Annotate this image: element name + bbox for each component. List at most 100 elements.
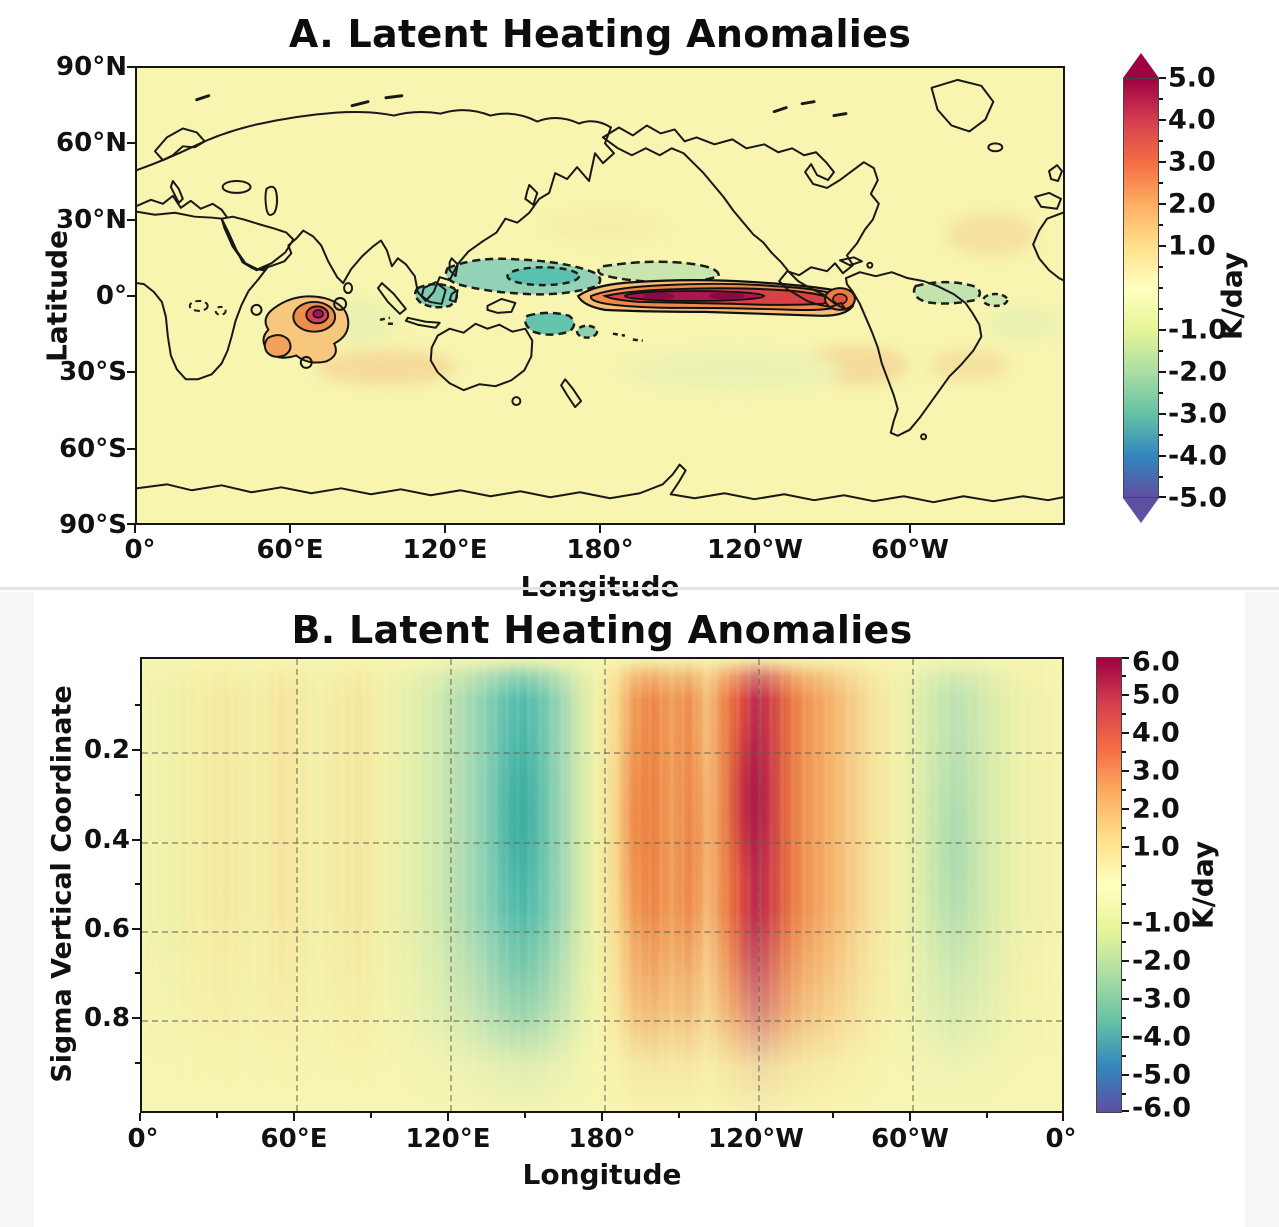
colorbar-a-up-arrow xyxy=(1123,53,1159,78)
tick-mark xyxy=(1122,1036,1129,1038)
tick-mark xyxy=(1159,308,1163,310)
tick-mark xyxy=(1159,161,1166,163)
tick-mark xyxy=(370,1113,372,1118)
colorbar-b-tick: 5.0 xyxy=(1132,679,1180,711)
tick-mark xyxy=(1159,329,1166,331)
tick-mark xyxy=(678,1113,680,1118)
tick-mark xyxy=(1122,979,1126,981)
left-margin-strip xyxy=(0,592,34,1227)
tick-mark xyxy=(1122,922,1129,924)
tick-mark xyxy=(135,794,140,796)
tick-mark xyxy=(1122,998,1129,1000)
tick-mark xyxy=(1122,941,1126,943)
colorbar-b-tick: -4.0 xyxy=(1132,1021,1192,1053)
tick-mark xyxy=(127,66,135,68)
colorbar-a-tick: 4.0 xyxy=(1168,104,1216,136)
colorbar-a-tick: 5.0 xyxy=(1168,62,1216,94)
tick-mark xyxy=(135,704,140,706)
tick-mark xyxy=(1159,119,1166,121)
a-x-tick: 0° xyxy=(124,535,156,565)
tick-mark xyxy=(1159,350,1163,352)
colorbar-b-tick: -5.0 xyxy=(1132,1059,1192,1091)
right-margin-strip xyxy=(1245,592,1279,1227)
colorbar-b-tick: 3.0 xyxy=(1132,755,1180,787)
colorbar-b xyxy=(1096,657,1122,1113)
a-y-tick: 30°N xyxy=(56,205,127,235)
b-x-tick: 0° xyxy=(127,1124,159,1154)
negative-anomaly-southwest-pacific xyxy=(524,311,576,336)
colorbar-a-unit-label: K/day xyxy=(1215,251,1249,341)
tick-mark xyxy=(1122,713,1126,715)
colorbar-a-tick: -2.0 xyxy=(1168,356,1228,388)
tick-mark xyxy=(909,1113,911,1121)
colorbar-a-tick: -1.0 xyxy=(1168,314,1228,346)
tick-mark xyxy=(1159,392,1163,394)
positive-anomaly-pacific-band xyxy=(576,279,856,317)
tick-mark xyxy=(1122,1093,1126,1095)
gridline-horizontal xyxy=(142,1020,1062,1022)
tick-mark xyxy=(134,525,136,533)
a-y-tick: 30°S xyxy=(59,357,127,387)
tick-mark xyxy=(127,523,135,525)
tick-mark xyxy=(135,883,140,885)
tick-mark xyxy=(1122,960,1129,962)
a-x-tick: 180° xyxy=(566,535,634,565)
tick-mark xyxy=(754,525,756,533)
tick-mark xyxy=(1159,245,1166,247)
tick-mark xyxy=(1159,203,1166,205)
b-xaxis-label: Longitude xyxy=(522,1158,682,1191)
a-yaxis-label: Latitude xyxy=(40,229,74,363)
panel-divider xyxy=(0,587,1279,590)
tick-mark xyxy=(127,371,135,373)
tick-mark xyxy=(1122,732,1129,734)
tick-mark xyxy=(1122,694,1129,696)
tick-mark xyxy=(135,972,140,974)
b-y-tick: 0.6 xyxy=(83,914,130,944)
tick-mark xyxy=(1159,182,1163,184)
tick-mark xyxy=(1122,751,1126,753)
tick-mark xyxy=(599,525,601,533)
colorbar-a-tick: 1.0 xyxy=(1168,230,1216,262)
gridline-vertical xyxy=(604,659,606,1111)
tick-mark xyxy=(216,1113,218,1118)
tick-mark xyxy=(1122,1055,1126,1057)
a-y-tick: 0° xyxy=(95,281,127,311)
colorbar-a-tick: -3.0 xyxy=(1168,398,1228,430)
colorbar-a-tick: 3.0 xyxy=(1168,146,1216,178)
gridline-vertical xyxy=(758,659,760,1111)
tick-mark xyxy=(127,219,135,221)
tick-mark xyxy=(1159,287,1163,289)
tick-mark xyxy=(601,1113,603,1121)
panel-b-plot xyxy=(140,657,1064,1113)
colorbar-b-tick: 2.0 xyxy=(1132,793,1180,825)
panel-b-title: B. Latent Heating Anomalies xyxy=(291,608,913,652)
tick-mark xyxy=(1122,770,1129,772)
tick-mark xyxy=(127,295,135,297)
positive-anomaly-indian-ocean xyxy=(250,295,350,369)
colorbar-b-tick: -3.0 xyxy=(1132,983,1192,1015)
colorbar-b-tick: 6.0 xyxy=(1132,646,1180,678)
b-y-tick: 0.8 xyxy=(83,1003,130,1033)
tick-mark xyxy=(755,1113,757,1121)
tick-mark xyxy=(1159,98,1163,100)
tick-mark xyxy=(1122,789,1126,791)
tick-mark xyxy=(135,1062,140,1064)
b-x-tick: 120°E xyxy=(405,1124,491,1154)
colorbar-b-tick: -2.0 xyxy=(1132,945,1192,977)
world-map-svg xyxy=(136,78,1064,504)
tick-mark xyxy=(1159,476,1163,478)
b-x-tick: 0° xyxy=(1045,1124,1077,1154)
tick-mark xyxy=(1122,846,1129,848)
b-y-tick: 0.2 xyxy=(83,735,130,765)
b-x-tick: 120°W xyxy=(708,1124,804,1154)
tick-mark xyxy=(132,1017,140,1019)
tick-mark xyxy=(1159,455,1166,457)
tick-mark xyxy=(1122,1017,1126,1019)
coastlines xyxy=(136,78,1064,504)
tick-mark xyxy=(1122,884,1126,886)
tick-mark xyxy=(1159,266,1163,268)
tick-mark xyxy=(1159,413,1166,415)
a-y-tick: 90°S xyxy=(59,510,127,540)
tick-mark xyxy=(1159,140,1163,142)
negative-anomaly-regions xyxy=(188,257,1009,342)
